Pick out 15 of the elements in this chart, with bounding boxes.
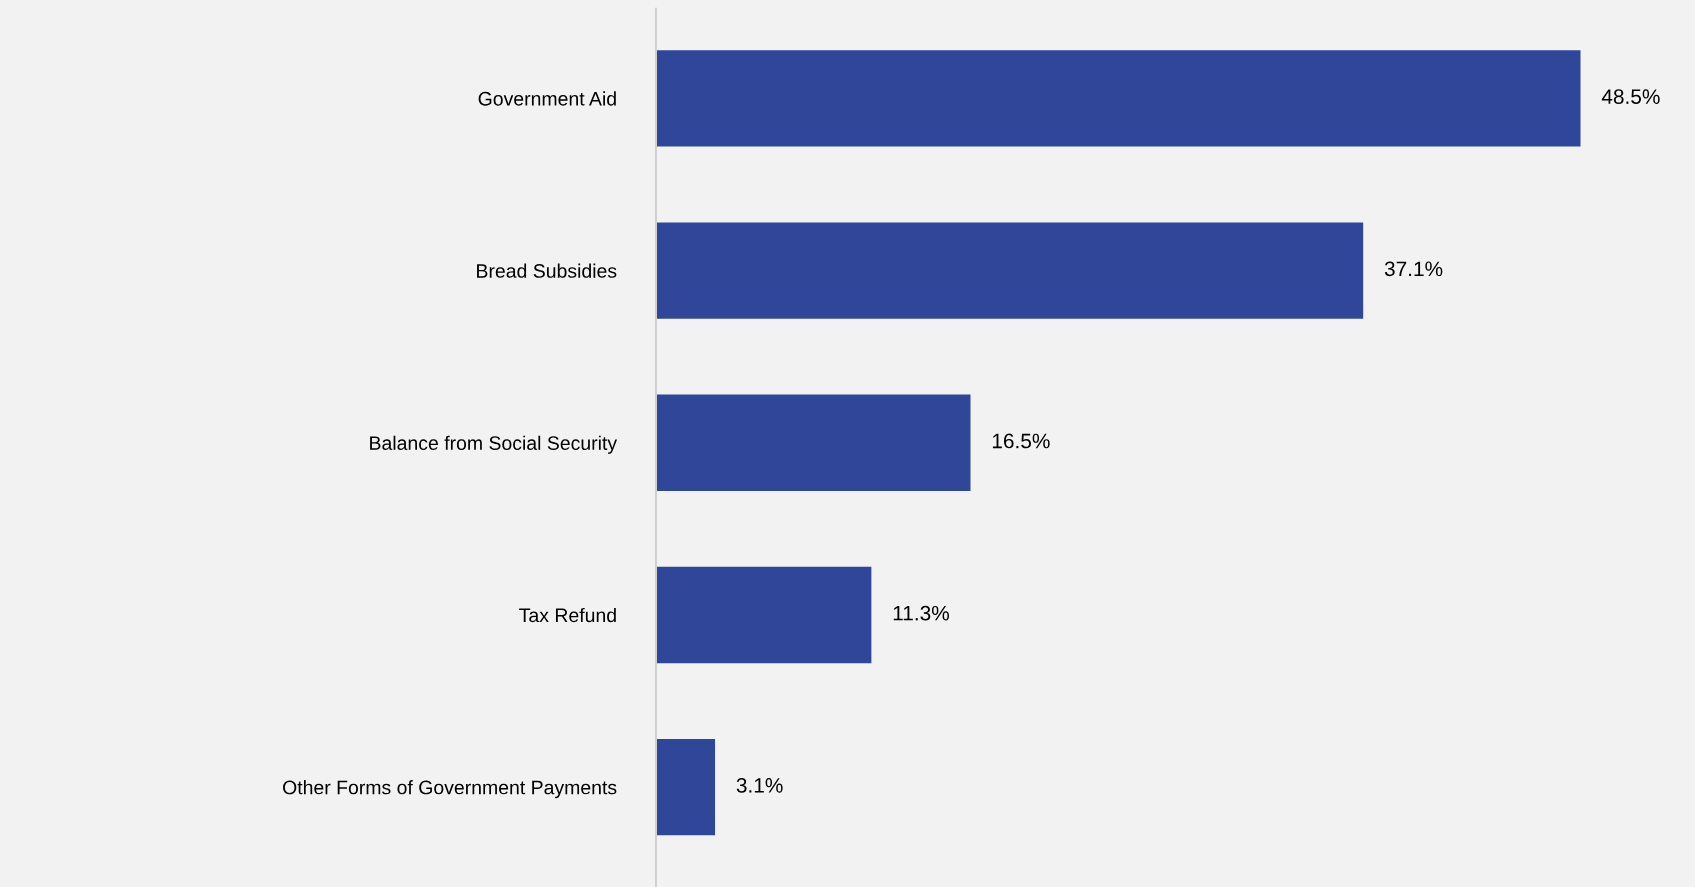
data-label: 11.3% [893,605,949,621]
bar [655,50,1581,147]
y-tick-label: Tax Refund [519,607,616,623]
y-tick-label: Other Forms of Government Payments [283,780,617,799]
bar [655,394,971,491]
y-tick-label: Government Aid [478,91,616,106]
bar [655,222,1364,319]
bar [655,738,716,836]
y-tick-label: Bread Subsidies [477,263,617,278]
data-label: 3.1% [736,777,783,793]
data-label: 37.1% [1384,261,1443,277]
bar [655,566,872,664]
data-label: 16.5% [992,433,1050,449]
data-label: 48.5% [1601,89,1660,104]
y-tick-label: Balance from Social Security [370,435,618,454]
